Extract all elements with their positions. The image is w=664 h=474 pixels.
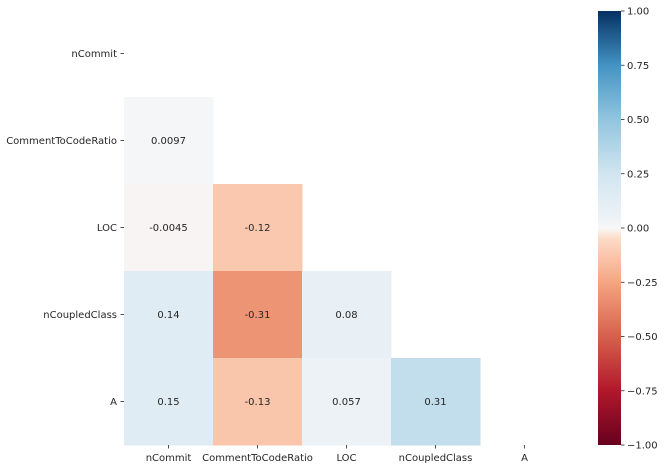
- x-tick-label: CommentToCodeRatio: [202, 453, 313, 464]
- colorbar-tick-label: −0.50: [627, 332, 658, 343]
- colorbar-tick-label: 0.25: [627, 169, 649, 180]
- y-tick-label: CommentToCodeRatio: [6, 136, 117, 147]
- y-tick-label: LOC: [97, 223, 117, 234]
- x-axis: nCommit CommentToCodeRatio LOC nCoupledClas…: [146, 445, 528, 464]
- colorbar-tick-label: 1.00: [627, 7, 649, 18]
- heatmap-cell-nCoupledClass-CommentToCodeRatio: [213, 271, 303, 359]
- y-tick-label: nCoupledClass: [43, 310, 117, 321]
- colorbar: 1.00 0.75 0.50 0.25 0.00 −0.25 −0.50 −0.75 −1.00: [598, 7, 658, 452]
- colorbar-tick-label: 0.50: [627, 115, 649, 126]
- heatmap-cell-A-CommentToCodeRatio: [213, 358, 303, 446]
- heatmap-cells: [124, 97, 481, 446]
- x-tick-label: LOC: [336, 453, 356, 464]
- y-tick-label: nCommit: [71, 49, 117, 60]
- heatmap-cell-labels: 0.0097 -0.0045 -0.12 0.14 -0.31 0.08 0.15 -0.13…: [149, 136, 446, 408]
- heatmap-cell-LOC-nCommit: [124, 184, 214, 272]
- y-axis: nCommit CommentToCodeRatio LOC nCoupledClas…: [6, 49, 124, 408]
- heatmap-cell-A-LOC: [302, 358, 392, 446]
- cell-value-label: -0.0045: [149, 223, 188, 234]
- cell-value-label: 0.15: [157, 397, 179, 408]
- cell-value-label: -0.31: [245, 310, 271, 321]
- colorbar-tick-label: −0.25: [627, 278, 658, 289]
- colorbar-tick-label: 0.00: [627, 224, 649, 235]
- colorbar-tick-label: 0.75: [627, 61, 649, 72]
- heatmap-cell-A-nCoupledClass: [391, 358, 481, 446]
- heatmap-cell-nCoupledClass-LOC: [302, 271, 392, 359]
- cell-value-label: -0.13: [245, 397, 271, 408]
- colorbar-gradient: [598, 11, 621, 445]
- heatmap-cell-A-nCommit: [124, 358, 214, 446]
- cell-value-label: 0.0097: [151, 136, 186, 147]
- cell-value-label: 0.31: [424, 397, 446, 408]
- x-tick-label: nCoupledClass: [399, 453, 473, 464]
- x-tick-label: nCommit: [146, 453, 192, 464]
- heatmap-cell-nCoupledClass-nCommit: [124, 271, 214, 359]
- cell-value-label: -0.12: [245, 223, 271, 234]
- y-tick-label: A: [110, 397, 117, 408]
- x-tick-label: A: [521, 453, 528, 464]
- heatmap-cell-LOC-CommentToCodeRatio: [213, 184, 303, 272]
- colorbar-tick-label: −0.75: [627, 386, 658, 397]
- colorbar-tick-label: −1.00: [627, 441, 658, 452]
- heatmap-cell-CommentToCodeRatio-nCommit: [124, 97, 214, 185]
- cell-value-label: 0.057: [332, 397, 361, 408]
- cell-value-label: 0.08: [335, 310, 357, 321]
- cell-value-label: 0.14: [157, 310, 179, 321]
